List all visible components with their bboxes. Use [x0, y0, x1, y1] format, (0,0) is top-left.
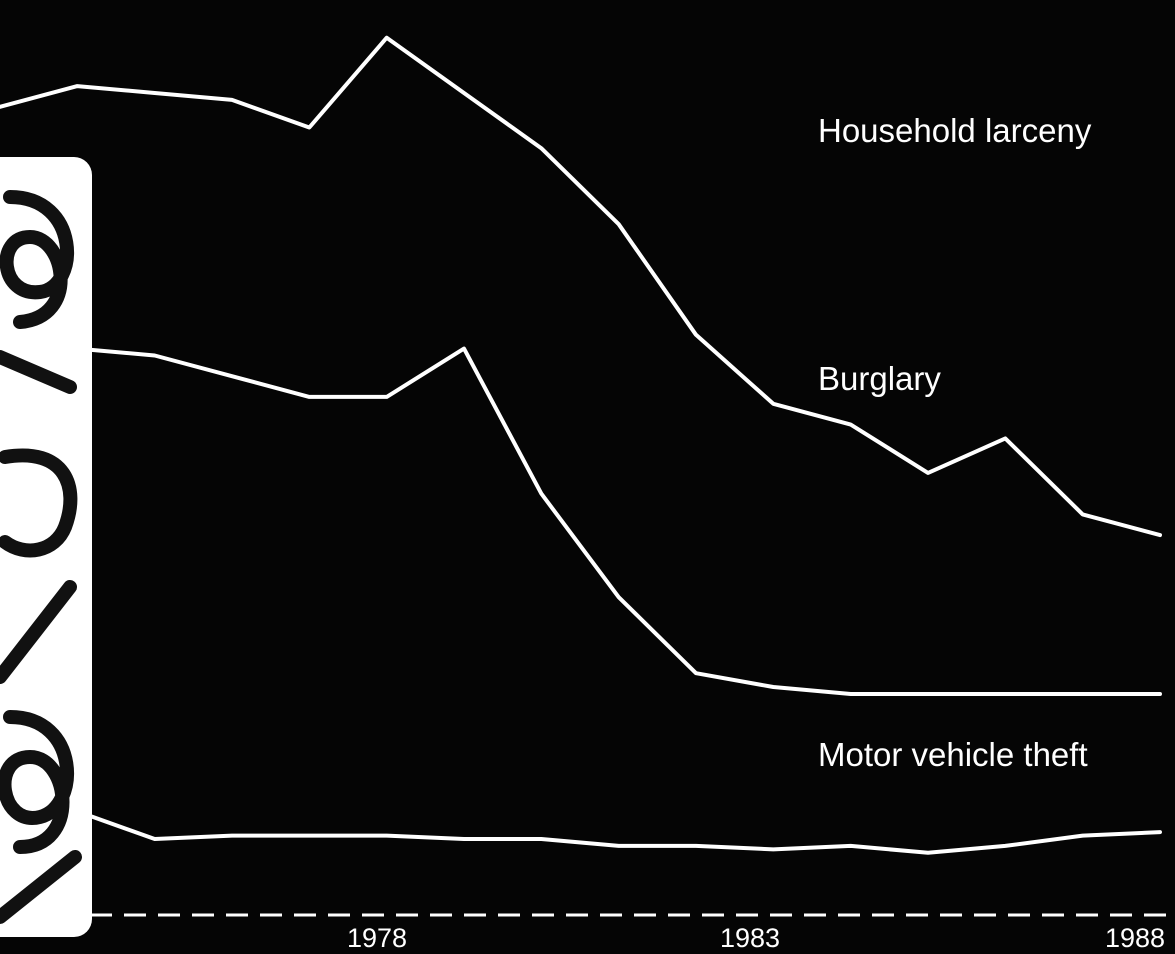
x-tick-label: 1988	[1105, 923, 1165, 953]
series-label-household-larceny: Household larceny	[818, 112, 1092, 149]
x-tick-label: 1983	[720, 923, 780, 953]
series-line-burglary	[0, 318, 1162, 696]
series-label-burglary: Burglary	[818, 360, 941, 397]
series-line-household-larceny	[0, 35, 1162, 538]
handwritten-number-181378	[0, 190, 82, 924]
series-group	[0, 35, 1162, 855]
series-label-motor-vehicle-theft: Motor vehicle theft	[818, 736, 1088, 773]
handwritten-stamp	[0, 157, 92, 937]
x-tick-label: 1978	[347, 923, 407, 953]
series-line-motor-vehicle-theft	[0, 809, 1162, 855]
